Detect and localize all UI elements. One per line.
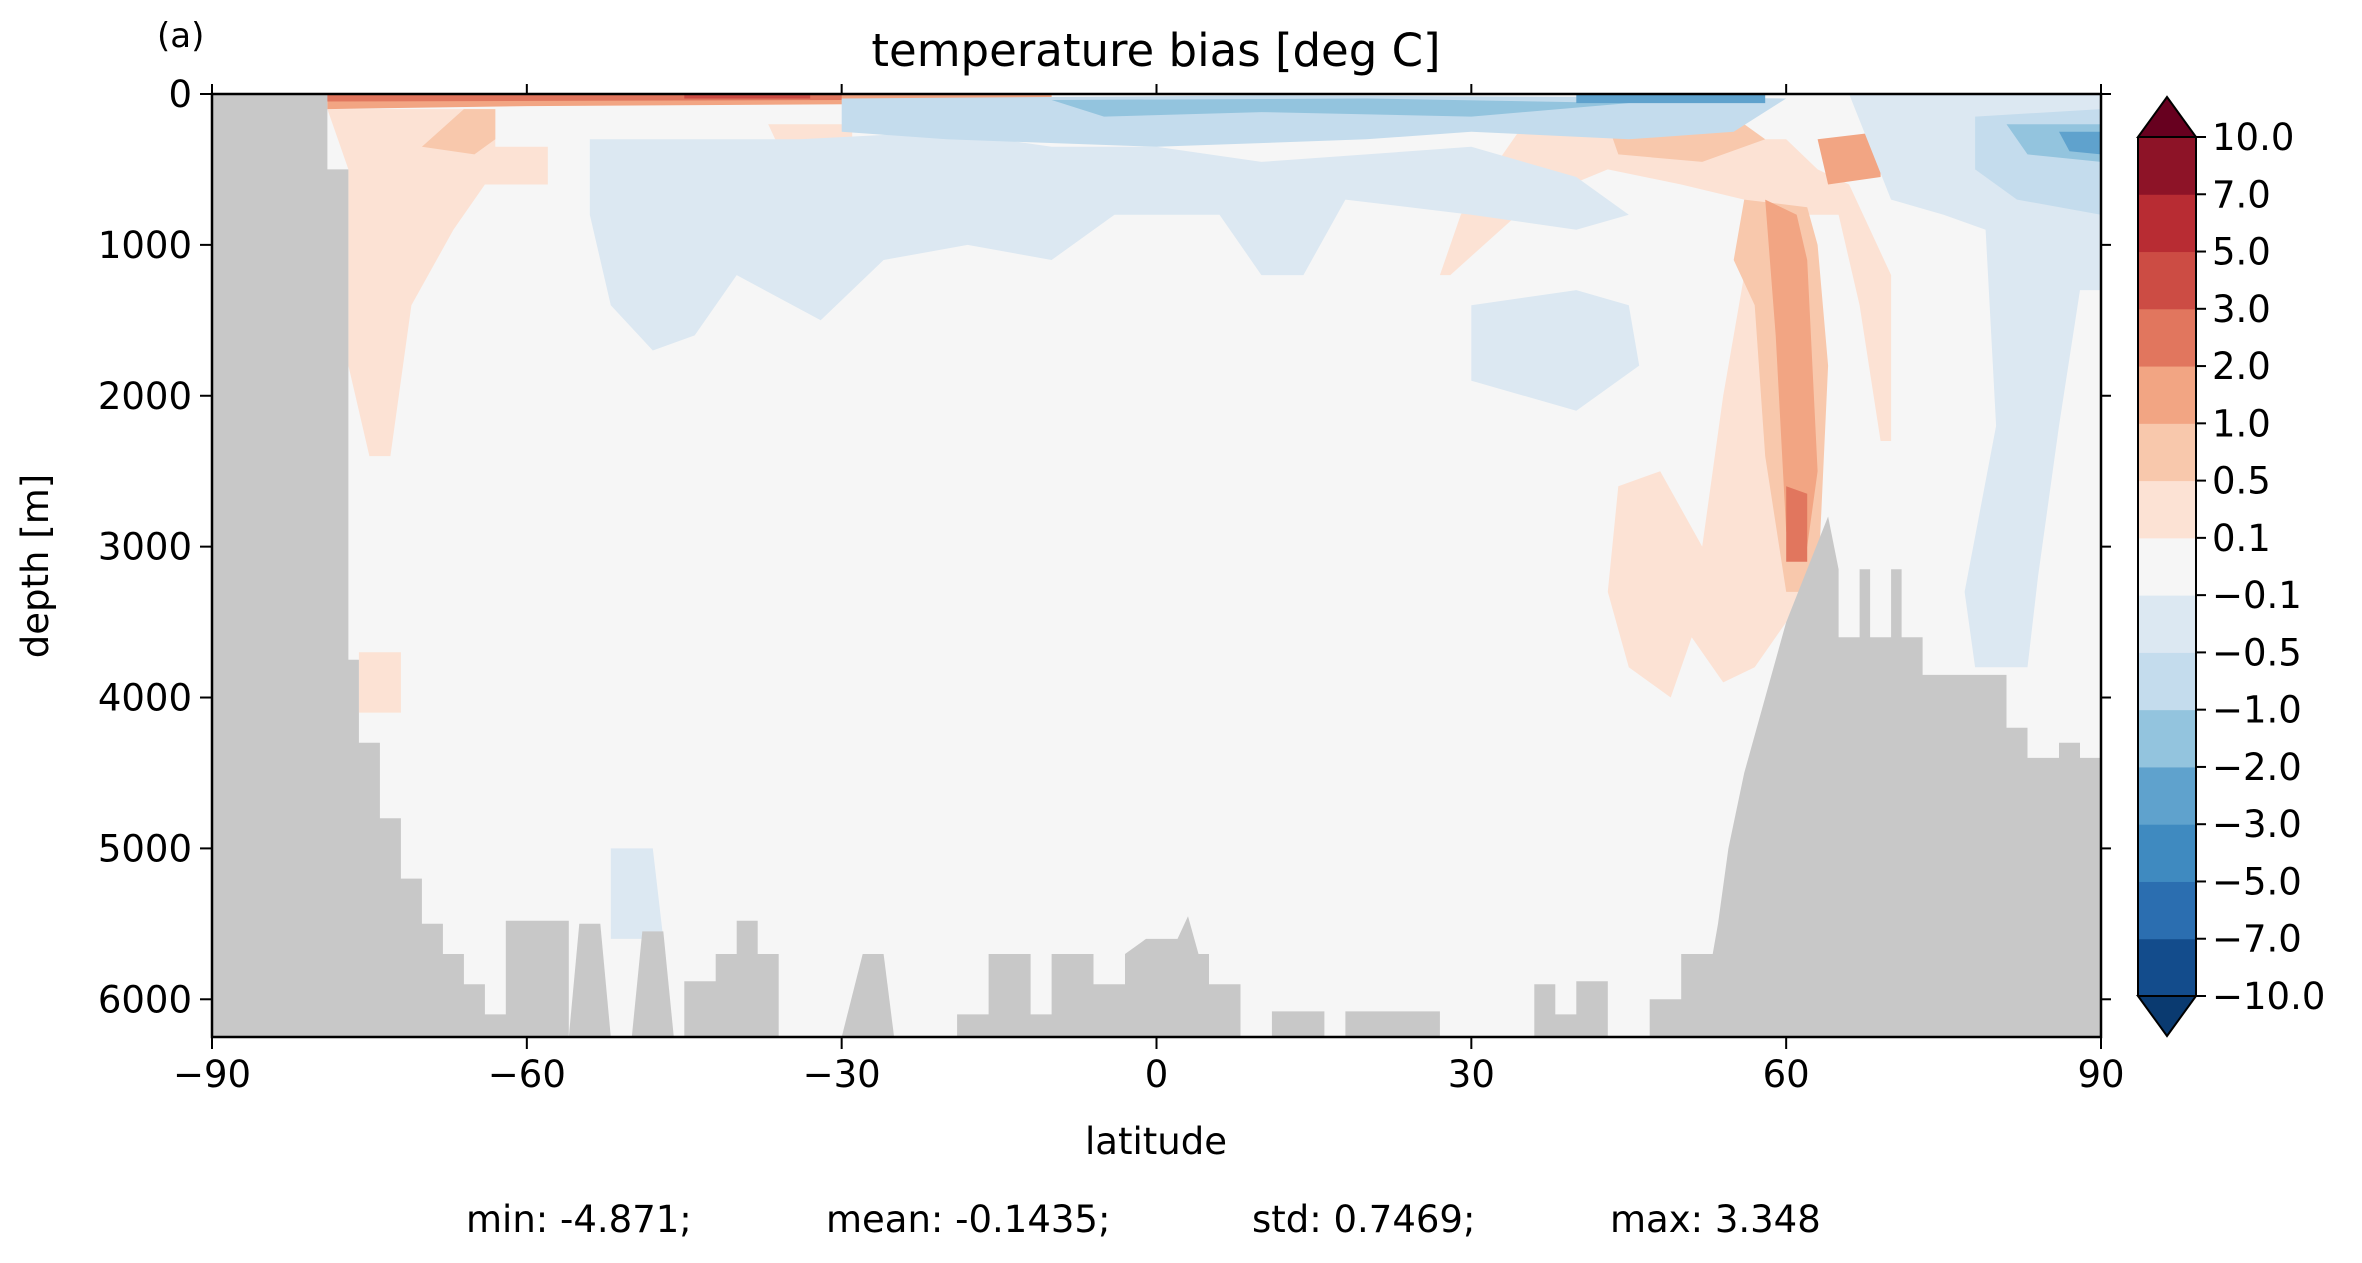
y-tick-label: 6000 <box>98 978 192 1021</box>
colorbar-bin <box>2138 423 2196 482</box>
anomaly-region <box>1471 290 1640 411</box>
anomaly-region <box>1439 124 1892 441</box>
colorbar-tick-label: −0.5 <box>2212 631 2302 674</box>
colorbar-tick-label: 0.1 <box>2212 517 2271 560</box>
x-tick-label: −90 <box>173 1053 251 1096</box>
anomaly-region <box>1786 486 1808 562</box>
colorbar-bin <box>2138 537 2196 596</box>
stats-std: std: 0.7469; <box>1252 1198 1476 1241</box>
anomaly-region <box>2059 131 2101 155</box>
chart-title: temperature bias [deg C] <box>871 24 1440 77</box>
colorbar-tick-label: −5.0 <box>2212 860 2302 903</box>
x-tick-label: 90 <box>2077 1053 2124 1096</box>
x-tick-label: 60 <box>1763 1053 1810 1096</box>
anomaly-region <box>1576 94 1766 104</box>
stats-mean: mean: -0.1435; <box>826 1198 1111 1241</box>
colorbar-bin <box>2138 194 2196 253</box>
x-tick-label: 30 <box>1448 1053 1495 1096</box>
y-axis-label: depth [m] <box>14 474 57 658</box>
south-land-mask <box>212 94 569 1037</box>
colorbar-bin <box>2138 251 2196 310</box>
anomaly-region <box>327 109 548 457</box>
colorbar-bin <box>2138 766 2196 825</box>
stats-max: max: 3.348 <box>1610 1198 1821 1241</box>
colorbar: −10.0 −7.0 −5.0 −3.0 −2.0 −1.0 −0.5 −0.1 0.1 0.5 1… <box>2136 95 2325 1038</box>
colorbar-bin <box>2138 308 2196 367</box>
colorbar-tick-label: 2.0 <box>2212 345 2271 388</box>
anomaly-region <box>610 848 664 939</box>
y-tick-label: 4000 <box>98 677 192 720</box>
y-tick-label: 3000 <box>98 526 192 569</box>
seafloor-ridge <box>841 954 895 1037</box>
colorbar-bin <box>2138 938 2196 997</box>
colorbar-tick-label: −1.0 <box>2212 689 2302 732</box>
seafloor-ridge <box>631 931 674 1037</box>
anomaly-region <box>358 652 401 713</box>
seafloor-ridge <box>1271 1011 1325 1037</box>
x-tick-label: −60 <box>488 1053 566 1096</box>
y-axis-ticks: 0 1000 2000 3000 4000 5000 6000 <box>98 73 2111 1021</box>
colorbar-bin <box>2138 595 2196 653</box>
anomaly-region <box>421 109 496 155</box>
colorbar-tick-label: −2.0 <box>2212 746 2302 789</box>
colorbar-tick-label: 0.5 <box>2212 460 2271 503</box>
y-tick-label: 0 <box>168 73 192 116</box>
bias-field <box>316 94 2101 939</box>
colorbar-tick-label: 7.0 <box>2212 173 2271 216</box>
colorbar-bin <box>2138 709 2196 768</box>
colorbar-extend-max <box>2136 95 2198 138</box>
colorbar-bin <box>2138 881 2196 940</box>
colorbar-tick-label: 10.0 <box>2212 116 2294 159</box>
seafloor-ridge <box>684 920 779 1037</box>
seafloor-ridge <box>957 916 1241 1037</box>
x-tick-label: 0 <box>1145 1053 1169 1096</box>
seafloor-ridge <box>568 923 611 1037</box>
colorbar-tick-label: −10.0 <box>2212 975 2325 1018</box>
x-tick-label: −30 <box>803 1053 881 1096</box>
colorbar-tick-label: 1.0 <box>2212 402 2271 445</box>
colorbar-bin <box>2138 366 2196 424</box>
colorbar-bin <box>2138 824 2196 882</box>
y-tick-label: 1000 <box>98 224 192 267</box>
north-land-mask <box>1649 516 2101 1037</box>
x-axis-label: latitude <box>1085 1120 1227 1163</box>
y-tick-label: 2000 <box>98 375 192 418</box>
anomaly-region <box>1051 98 1629 117</box>
colorbar-tick-label: 3.0 <box>2212 288 2271 331</box>
colorbar-extend-min <box>2136 995 2198 1038</box>
seafloor-ridge <box>1534 981 1608 1037</box>
colorbar-bin <box>2138 480 2196 539</box>
panel-label: (a) <box>157 16 204 56</box>
anomaly-region <box>1817 131 1881 185</box>
colorbar-tick-label: −0.1 <box>2212 574 2302 617</box>
y-tick-label: 5000 <box>98 827 192 870</box>
anomaly-region <box>589 131 1629 351</box>
colorbar-tick-label: −3.0 <box>2212 803 2302 846</box>
colorbar-bin <box>2138 137 2196 195</box>
anomaly-region <box>1849 94 2101 668</box>
plot-area <box>210 92 2103 1039</box>
bathymetry-mask <box>212 94 2101 1037</box>
anomaly-region <box>1765 199 1818 547</box>
colorbar-tick-label: 5.0 <box>2212 231 2271 274</box>
colorbar-tick-label: −7.0 <box>2212 918 2302 961</box>
x-axis-ticks: −90 −60 −30 0 30 60 90 <box>173 84 2125 1096</box>
stats-min: min: -4.871; <box>466 1198 692 1241</box>
colorbar-bin <box>2138 652 2196 711</box>
seafloor-ridge <box>1345 1011 1440 1037</box>
